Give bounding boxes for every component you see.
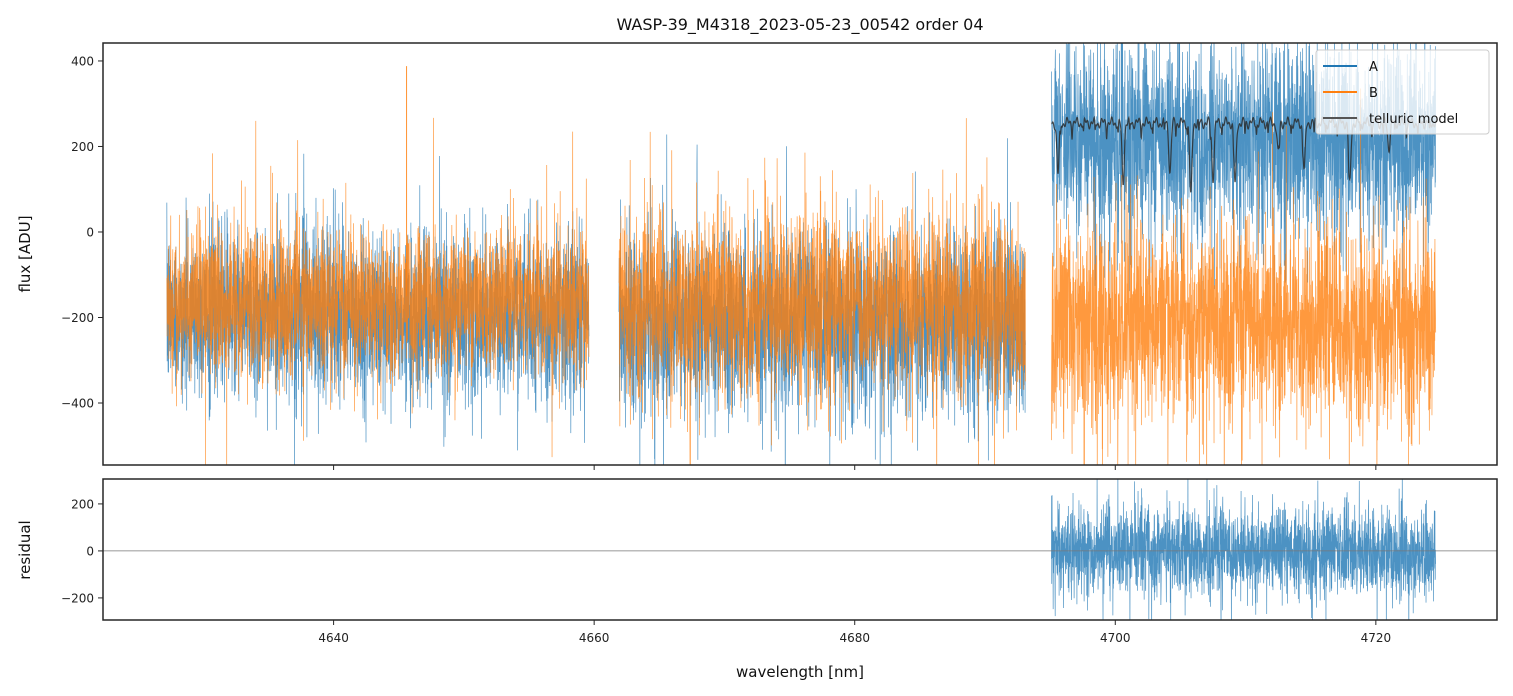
- x-tick-label: 4680: [839, 631, 870, 645]
- y-tick-label: −200: [61, 311, 94, 325]
- legend-label-telluric: telluric model: [1369, 112, 1458, 127]
- x-tick-label: 4660: [579, 631, 610, 645]
- residual-axes-frame: [102, 478, 1498, 621]
- main-x-axis: [333, 465, 1377, 470]
- x-tick-label: 4700: [1100, 631, 1131, 645]
- residual-panel: −200 0 200 4640 4660 4680 4700 4720 residual w…: [16, 478, 1498, 681]
- legend-label-a: A: [1369, 60, 1378, 75]
- chart-title: WASP-39_M4318_2023-05-23_00542 order 04: [616, 15, 983, 35]
- y-tick-label: 0: [86, 544, 94, 558]
- main-y-axis-label: flux [ADU]: [16, 215, 34, 292]
- residual-plot-area: [103, 479, 1497, 620]
- residual-segment-1: [1051, 479, 1437, 620]
- series-a-segment-2: [618, 134, 1026, 465]
- y-tick-label: −200: [61, 591, 94, 605]
- main-y-axis: −400 −200 0 200 400: [61, 54, 103, 411]
- y-tick-label: 0: [86, 225, 94, 239]
- series-a-segment-1: [166, 153, 590, 465]
- residual-y-axis: −200 0 200: [61, 497, 103, 605]
- legend-box: [1315, 49, 1490, 135]
- series-b-segment-3: [1051, 88, 1437, 465]
- series-b-segment-2: [618, 118, 1026, 465]
- residual-y-axis-label: residual: [16, 520, 34, 579]
- x-axis-label: wavelength [nm]: [736, 663, 864, 681]
- y-tick-label: 400: [71, 54, 94, 68]
- y-tick-label: 200: [71, 140, 94, 154]
- main-panel: −400 −200 0 200 400 flux [ADU] A B telluric …: [16, 42, 1498, 470]
- legend-label-b: B: [1369, 86, 1378, 101]
- main-plot-area: [166, 43, 1437, 465]
- residual-x-axis: 4640 4660 4680 4700 4720: [318, 620, 1391, 645]
- main-axes-frame: [102, 42, 1498, 466]
- series-b-segment-1: [166, 117, 590, 465]
- y-tick-label: 200: [71, 497, 94, 511]
- y-tick-label: −400: [61, 397, 94, 411]
- x-tick-label: 4720: [1361, 631, 1392, 645]
- legend: A B telluric model: [1315, 49, 1490, 135]
- x-tick-label: 4640: [318, 631, 349, 645]
- telluric-model-line: [1051, 115, 1437, 193]
